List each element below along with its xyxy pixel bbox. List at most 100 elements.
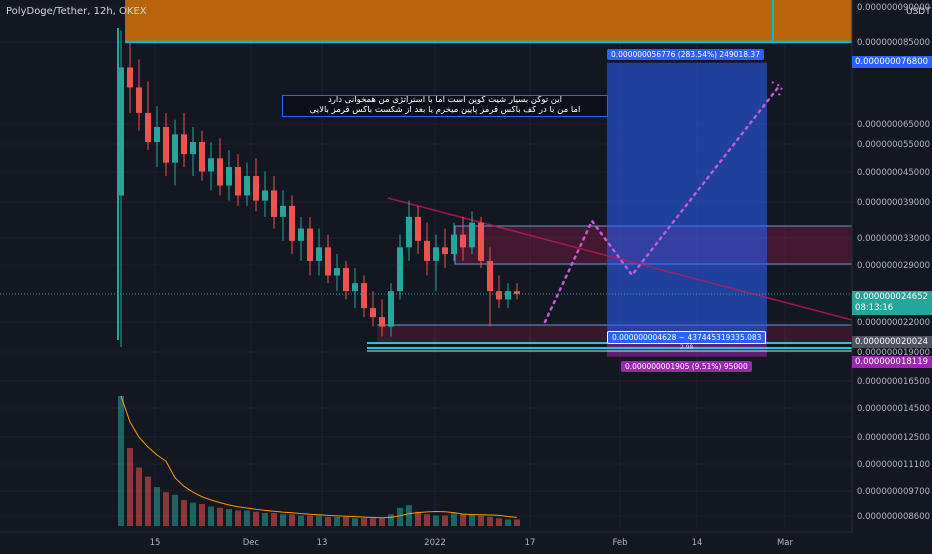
volume-bar bbox=[262, 513, 268, 526]
x-tick-label: 13 bbox=[317, 538, 328, 548]
candle-body bbox=[379, 317, 385, 327]
candle-body bbox=[262, 190, 268, 201]
price-axis bbox=[852, 0, 932, 550]
persian-note[interactable]: این توکن بسیار شیت کوین است اما با استرا… bbox=[282, 95, 608, 117]
x-tick-label: 14 bbox=[692, 538, 703, 548]
candle-body bbox=[424, 240, 430, 261]
candle-body bbox=[172, 134, 178, 163]
last-price: 0.000000024652 bbox=[855, 292, 929, 302]
entry-ratio: 2.98 bbox=[680, 344, 694, 351]
stop-label: 0.000000001905 (9.51%) 95000 bbox=[621, 361, 752, 372]
volume-bar bbox=[469, 514, 475, 526]
volume-bar bbox=[253, 511, 259, 526]
candle-body bbox=[361, 283, 367, 309]
candle-body bbox=[406, 216, 412, 248]
time-axis bbox=[0, 532, 932, 550]
y-tick-label: 0.000000014500 bbox=[857, 404, 930, 414]
entry-price-tag: 0.000000020024 bbox=[852, 336, 932, 348]
volume-bar bbox=[361, 518, 367, 526]
note-line-2: اما من با در کف باکس قرمز پایین میخرم یا… bbox=[309, 105, 581, 115]
trend-line bbox=[387, 197, 853, 321]
candle-body bbox=[253, 176, 259, 201]
stop-price-tag: 0.000000018119 bbox=[852, 356, 932, 368]
candle-body bbox=[163, 126, 169, 163]
volume-bar bbox=[145, 476, 151, 526]
volume-bar bbox=[388, 514, 394, 526]
candle-body bbox=[325, 247, 331, 276]
candle-body bbox=[145, 112, 151, 143]
last-price-tag: 0.000000024652 08:13:16 bbox=[852, 291, 932, 315]
y-tick-label: 0.000000009700 bbox=[857, 487, 930, 497]
candle-body bbox=[388, 291, 394, 327]
candle-body bbox=[208, 158, 214, 172]
candle-body bbox=[343, 268, 349, 292]
candle-body bbox=[199, 142, 205, 172]
y-tick-label: 0.000000008600 bbox=[857, 512, 930, 522]
projection-arrow-head bbox=[771, 81, 784, 99]
y-tick-label: 0.000000019000 bbox=[857, 348, 930, 358]
volume-bar bbox=[289, 514, 295, 526]
candle-body bbox=[442, 247, 448, 255]
candle-body bbox=[280, 205, 286, 217]
volume-bar bbox=[271, 513, 277, 526]
candle-body bbox=[487, 260, 493, 292]
candle-body bbox=[271, 190, 277, 217]
volume-bar bbox=[334, 516, 340, 526]
volume-bar bbox=[379, 518, 385, 526]
candle-body bbox=[505, 291, 511, 300]
volume-bar bbox=[208, 506, 214, 526]
volume-bar bbox=[406, 505, 412, 526]
volume-bar bbox=[433, 515, 439, 526]
volume-bar bbox=[487, 516, 493, 526]
x-tick-label: 15 bbox=[150, 538, 161, 548]
y-tick-label: 0.000000090000 bbox=[857, 3, 930, 13]
countdown: 08:13:16 bbox=[855, 303, 894, 313]
volume-bar bbox=[217, 507, 223, 526]
candle-body bbox=[478, 222, 484, 261]
y-tick-label: 0.000000045000 bbox=[857, 168, 930, 178]
x-tick-label: 17 bbox=[525, 538, 536, 548]
candle-body bbox=[289, 205, 295, 241]
candle-body bbox=[298, 228, 304, 241]
candle-body bbox=[316, 247, 322, 261]
candle-body bbox=[244, 176, 250, 196]
candle-body bbox=[226, 166, 232, 186]
volume-bar bbox=[325, 516, 331, 526]
y-tick-label: 0.000000011100 bbox=[857, 460, 930, 470]
target-price-tag: 0.000000076800 bbox=[852, 56, 932, 68]
candle-body bbox=[154, 126, 160, 143]
volume-bar bbox=[478, 515, 484, 526]
candle-body bbox=[307, 228, 313, 261]
candle-body bbox=[433, 247, 439, 261]
volume-bar bbox=[244, 510, 250, 526]
candle-body bbox=[469, 222, 475, 248]
volume-bar bbox=[316, 515, 322, 526]
volume-bar bbox=[496, 518, 502, 526]
volume-ma bbox=[120, 395, 518, 519]
volume-bar bbox=[505, 519, 511, 526]
note-line-1: این توکن بسیار شیت کوین است اما با استرا… bbox=[328, 96, 562, 105]
y-tick-label: 0.000000016500 bbox=[857, 377, 930, 387]
candle-body bbox=[190, 142, 196, 155]
candle-body bbox=[136, 87, 142, 113]
candle-body bbox=[181, 134, 187, 155]
currency-label[interactable]: USDT bbox=[906, 7, 931, 17]
candle-body bbox=[235, 166, 241, 196]
target-zone bbox=[607, 62, 767, 337]
volume-bar bbox=[154, 487, 160, 526]
x-tick-label: Feb bbox=[612, 538, 627, 548]
volume-bar bbox=[199, 503, 205, 526]
x-tick-label: Dec bbox=[243, 538, 260, 548]
x-tick-label: Mar bbox=[777, 538, 794, 548]
volume-bar bbox=[370, 518, 376, 526]
volume-bar bbox=[172, 494, 178, 526]
volume-bar bbox=[190, 502, 196, 526]
y-tick-label: 0.000000022000 bbox=[857, 318, 930, 328]
y-tick-label: 0.000000055000 bbox=[857, 140, 930, 150]
entry-label: 0.000000004628 ~ 437445319335.083 bbox=[607, 331, 767, 344]
candle-body bbox=[397, 247, 403, 292]
candle-body bbox=[334, 268, 340, 276]
volume-bar bbox=[298, 515, 304, 526]
